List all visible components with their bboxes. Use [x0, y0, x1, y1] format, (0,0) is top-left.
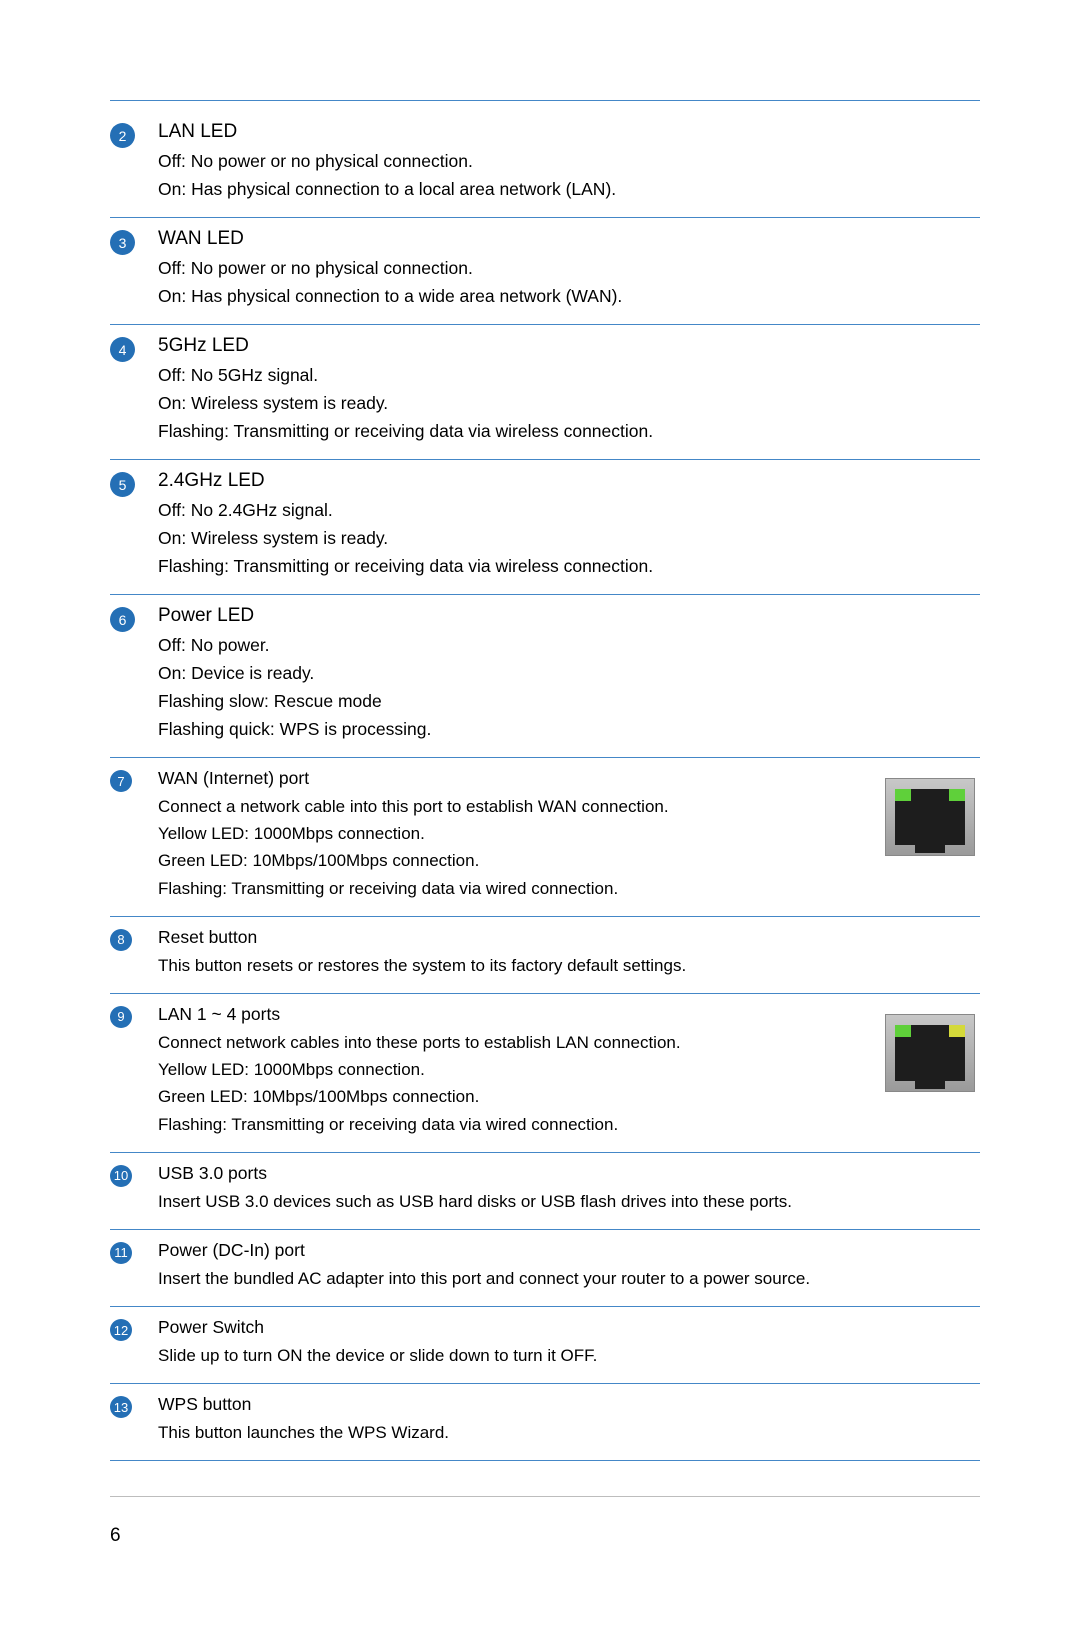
- item-number-badge: 10: [110, 1165, 132, 1187]
- item-description-line: Green LED: 10Mbps/100Mbps connection.: [158, 1083, 880, 1110]
- legend-item: 11 Power (DC-In) port Insert the bundled A…: [110, 1230, 980, 1307]
- item-description-line: Insert the bundled AC adapter into this …: [158, 1265, 980, 1292]
- item-number-badge: 4: [110, 337, 135, 362]
- top-rule: [110, 100, 980, 101]
- item-description-line: Yellow LED: 1000Mbps connection.: [158, 1056, 880, 1083]
- legend-item: 13 WPS button This button launches the WPS…: [110, 1384, 980, 1461]
- item-description-line: Green LED: 10Mbps/100Mbps connection.: [158, 847, 880, 874]
- item-number-badge: 5: [110, 472, 135, 497]
- item-description-line: Off: No 2.4GHz signal.: [158, 496, 980, 524]
- item-description-line: Off: No power or no physical connection.: [158, 254, 980, 282]
- legend-item: 10 USB 3.0 ports Insert USB 3.0 devices su…: [110, 1153, 980, 1230]
- legend-item: 6 Power LED Off: No power.On: Device is re…: [110, 595, 980, 758]
- item-description-line: Insert USB 3.0 devices such as USB hard …: [158, 1188, 980, 1215]
- legend-item: 2 LAN LED Off: No power or no physical con…: [110, 111, 980, 218]
- item-description-line: Off: No power or no physical connection.: [158, 147, 980, 175]
- footer-rule: [110, 1496, 980, 1497]
- page-number: 6: [110, 1525, 121, 1547]
- item-description-line: Flashing slow: Rescue mode: [158, 687, 980, 715]
- item-title: WAN LED: [158, 228, 980, 250]
- item-title: Power Switch: [158, 1317, 980, 1338]
- item-number-badge: 6: [110, 607, 135, 632]
- item-description-line: Flashing: Transmitting or receiving data…: [158, 875, 880, 902]
- item-description-line: On: Has physical connection to a local a…: [158, 175, 980, 203]
- item-description-line: Connect network cables into these ports …: [158, 1029, 880, 1056]
- item-description-line: Slide up to turn ON the device or slide …: [158, 1342, 980, 1369]
- item-title: Power LED: [158, 605, 980, 627]
- item-description-line: On: Wireless system is ready.: [158, 389, 980, 417]
- item-title: USB 3.0 ports: [158, 1163, 980, 1184]
- item-number-badge: 11: [110, 1242, 132, 1264]
- item-number-badge: 9: [110, 1006, 132, 1028]
- item-number-badge: 8: [110, 929, 132, 951]
- manual-page: 2 LAN LED Off: No power or no physical con…: [110, 100, 980, 1461]
- ethernet-port-icon: [880, 768, 980, 856]
- item-description-line: On: Has physical connection to a wide ar…: [158, 282, 980, 310]
- item-number-badge: 3: [110, 230, 135, 255]
- legend-item: 8 Reset button This button resets or resto…: [110, 917, 980, 994]
- item-description-line: On: Wireless system is ready.: [158, 524, 980, 552]
- legend-item: 3 WAN LED Off: No power or no physical con…: [110, 218, 980, 325]
- item-description-line: This button resets or restores the syste…: [158, 952, 980, 979]
- item-description-line: Flashing: Transmitting or receiving data…: [158, 417, 980, 445]
- item-description-line: Yellow LED: 1000Mbps connection.: [158, 820, 880, 847]
- legend-item: 4 5GHz LED Off: No 5GHz signal.On: Wireles…: [110, 325, 980, 460]
- item-description-line: Flashing: Transmitting or receiving data…: [158, 552, 980, 580]
- legend-item: 5 2.4GHz LED Off: No 2.4GHz signal.On: Wir…: [110, 460, 980, 595]
- item-title: 5GHz LED: [158, 335, 980, 357]
- item-number-badge: 12: [110, 1319, 132, 1341]
- item-title: Reset button: [158, 927, 980, 948]
- item-description-line: Off: No 5GHz signal.: [158, 361, 980, 389]
- item-description-line: Off: No power.: [158, 631, 980, 659]
- item-title: WPS button: [158, 1394, 980, 1415]
- item-description-line: On: Device is ready.: [158, 659, 980, 687]
- legend-item: 9 LAN 1 ~ 4 ports Connect network cables i…: [110, 994, 980, 1153]
- item-description-line: Connect a network cable into this port t…: [158, 793, 880, 820]
- item-description-line: Flashing quick: WPS is processing.: [158, 715, 980, 743]
- item-title: LAN 1 ~ 4 ports: [158, 1004, 880, 1025]
- item-title: 2.4GHz LED: [158, 470, 980, 492]
- legend-item: 7 WAN (Internet) port Connect a network ca…: [110, 758, 980, 917]
- ethernet-port-icon: [880, 1004, 980, 1092]
- item-title: LAN LED: [158, 121, 980, 143]
- legend-item: 12 Power Switch Slide up to turn ON the de…: [110, 1307, 980, 1384]
- item-title: WAN (Internet) port: [158, 768, 880, 789]
- item-number-badge: 13: [110, 1396, 132, 1418]
- item-description-line: This button launches the WPS Wizard.: [158, 1419, 980, 1446]
- item-title: Power (DC-In) port: [158, 1240, 980, 1261]
- item-number-badge: 2: [110, 123, 135, 148]
- item-description-line: Flashing: Transmitting or receiving data…: [158, 1111, 880, 1138]
- item-number-badge: 7: [110, 770, 132, 792]
